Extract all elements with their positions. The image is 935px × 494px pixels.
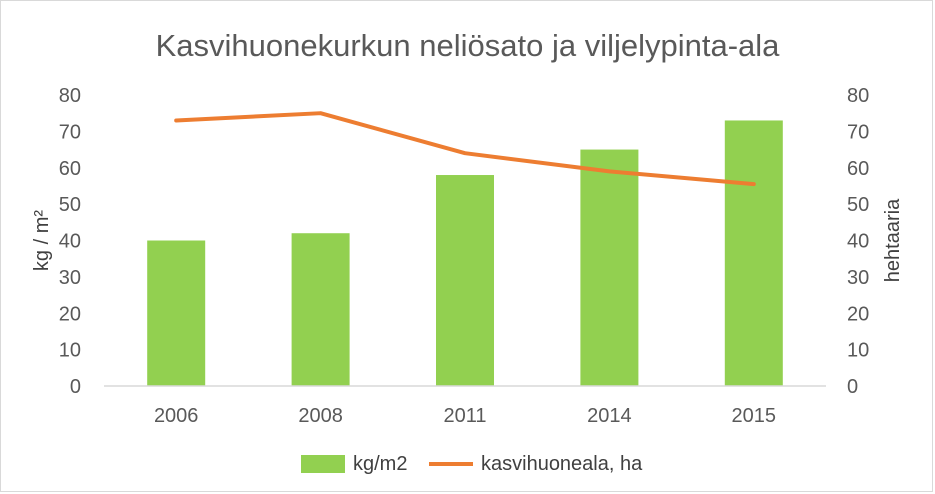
legend-item-line: kasvihuoneala, ha bbox=[429, 449, 642, 479]
y-left-tick-label: 80 bbox=[59, 85, 81, 107]
y-axis-right-ticks: 0 10 20 30 40 50 60 70 80 bbox=[847, 85, 869, 398]
y-right-tick-label: 40 bbox=[847, 231, 869, 253]
y-left-tick-label: 0 bbox=[70, 376, 81, 398]
y-axis-right-title: hehtaaria bbox=[882, 198, 904, 282]
legend-item-bar: kg/m2 bbox=[301, 449, 407, 479]
y-right-tick-label: 0 bbox=[847, 376, 858, 398]
y-right-tick-label: 50 bbox=[847, 194, 869, 216]
y-right-tick-label: 30 bbox=[847, 267, 869, 289]
y-left-tick-label: 20 bbox=[59, 303, 81, 325]
x-tick-label-2015: 2015 bbox=[732, 405, 777, 427]
x-tick-label-2014: 2014 bbox=[587, 405, 632, 427]
chart-title: Kasvihuonekurkun neliösato ja viljelypin… bbox=[155, 28, 780, 63]
y-right-tick-label: 60 bbox=[847, 158, 869, 180]
y-right-tick-label: 20 bbox=[847, 303, 869, 325]
legend-swatch-bar bbox=[301, 455, 345, 473]
x-tick-label-2008: 2008 bbox=[298, 405, 343, 427]
line-series-kasvihuoneala bbox=[174, 111, 756, 187]
legend-label-line: kasvihuoneala, ha bbox=[481, 452, 643, 475]
bar-2015 bbox=[724, 120, 783, 387]
y-right-tick-label: 10 bbox=[847, 340, 869, 362]
legend-swatch-line bbox=[429, 462, 473, 466]
x-axis-ticks: 2006 2008 2011 2014 2015 bbox=[154, 405, 776, 427]
bar-series bbox=[147, 120, 783, 387]
y-axis-left-ticks: 0 10 20 30 40 50 60 70 80 bbox=[59, 85, 81, 398]
legend-label-bar: kg/m2 bbox=[353, 452, 408, 475]
bar-2011 bbox=[436, 175, 494, 386]
y-axis-left-title: kg / m² bbox=[31, 210, 53, 271]
bar-2006 bbox=[147, 240, 206, 386]
y-right-tick-label: 70 bbox=[847, 121, 869, 143]
y-left-tick-label: 30 bbox=[59, 267, 81, 289]
bar-2014 bbox=[580, 149, 639, 386]
y-left-tick-label: 70 bbox=[59, 121, 81, 143]
y-left-tick-label: 50 bbox=[59, 194, 81, 216]
bar-2008 bbox=[291, 233, 350, 386]
x-tick-label-2006: 2006 bbox=[154, 405, 199, 427]
y-left-tick-label: 10 bbox=[59, 340, 81, 362]
y-left-tick-label: 40 bbox=[59, 231, 81, 253]
x-tick-label-2011: 2011 bbox=[443, 405, 486, 427]
legend: kg/m2 kasvihuoneala, ha bbox=[0, 449, 935, 479]
y-right-tick-label: 80 bbox=[847, 85, 869, 107]
y-left-tick-label: 60 bbox=[59, 158, 81, 180]
